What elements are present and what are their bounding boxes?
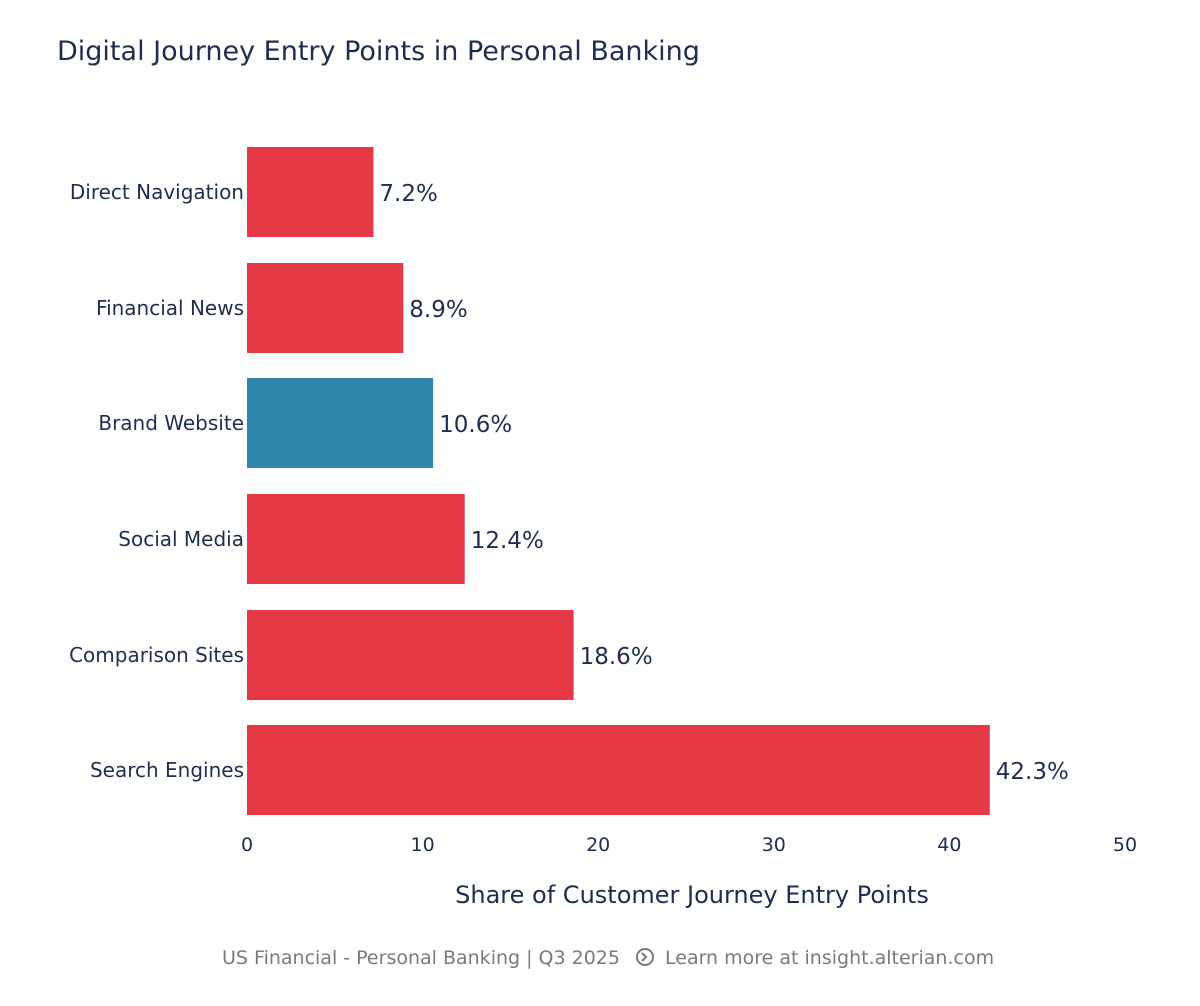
- value-label: 10.6%: [439, 412, 512, 438]
- arrow-circle-right-icon[interactable]: [636, 948, 654, 966]
- category-label: Social Media: [118, 527, 244, 551]
- footer-link[interactable]: Learn more at insight.alterian.com: [665, 947, 994, 969]
- value-label: 18.6%: [580, 644, 653, 670]
- x-tick-label: 10: [411, 834, 435, 856]
- footer: US Financial - Personal Banking | Q3 202…: [222, 947, 994, 969]
- bar: [247, 725, 990, 815]
- category-label: Direct Navigation: [70, 180, 244, 204]
- x-tick-label: 50: [1113, 834, 1137, 856]
- category-label: Search Engines: [90, 758, 244, 782]
- x-axis-label: Share of Customer Journey Entry Points: [455, 881, 929, 909]
- x-tick-label: 40: [937, 834, 961, 856]
- category-label: Brand Website: [98, 411, 244, 435]
- x-tick-label: 20: [586, 834, 610, 856]
- value-label: 42.3%: [996, 759, 1069, 785]
- chart-title: Digital Journey Entry Points in Personal…: [57, 36, 700, 67]
- value-label: 12.4%: [471, 528, 544, 554]
- bar: [247, 263, 404, 353]
- footer-source: US Financial - Personal Banking | Q3 202…: [222, 947, 620, 969]
- bar: [247, 610, 574, 700]
- category-label: Comparison Sites: [69, 643, 244, 667]
- value-label: 8.9%: [409, 297, 467, 323]
- x-tick-label: 0: [241, 834, 253, 856]
- bar: [247, 494, 465, 584]
- x-tick-label: 30: [762, 834, 786, 856]
- category-label: Financial News: [96, 296, 244, 320]
- value-label: 7.2%: [379, 181, 437, 207]
- bar: [247, 378, 434, 468]
- bar: [247, 147, 374, 237]
